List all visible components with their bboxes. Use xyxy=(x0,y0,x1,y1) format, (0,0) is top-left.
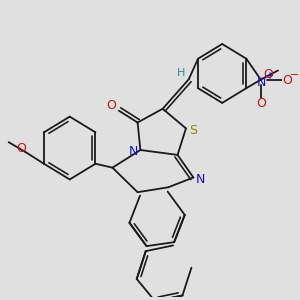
Text: H: H xyxy=(177,68,185,78)
Text: N: N xyxy=(196,173,206,186)
Text: N: N xyxy=(128,146,138,158)
Text: O: O xyxy=(264,68,274,81)
Text: O: O xyxy=(16,142,26,154)
Text: O: O xyxy=(256,98,266,110)
Text: O: O xyxy=(106,99,116,112)
Text: −: − xyxy=(290,70,299,80)
Text: +: + xyxy=(265,71,273,81)
Text: O: O xyxy=(282,74,292,87)
Text: S: S xyxy=(189,124,197,137)
Text: N: N xyxy=(256,76,266,89)
